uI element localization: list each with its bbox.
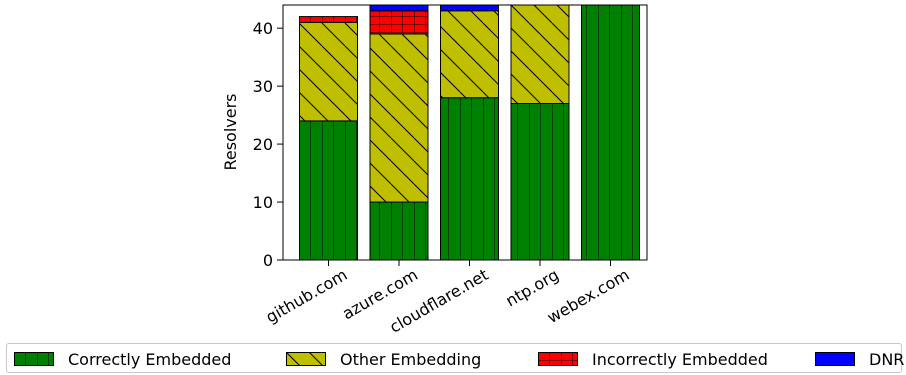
bar-hatch	[299, 120, 358, 260]
bar-segment-other-embedding-github-com	[299, 21, 358, 122]
bar-segment-dnr-cloudflare-net	[440, 4, 499, 12]
y-tick-label: 0	[263, 251, 273, 270]
legend-label: Incorrectly Embedded	[592, 349, 768, 369]
legend-item-other-embedding: Other Embedding	[286, 349, 481, 369]
bar-segment-incorrectly-embedded-azure-com	[369, 10, 429, 35]
bar-segment-correctly-embedded-github-com	[299, 120, 358, 261]
legend-swatch-correctly-embedded	[14, 352, 54, 366]
bar-segment-correctly-embedded-ntp-org	[510, 103, 570, 261]
legend-swatch-other-embedding	[286, 352, 326, 366]
bar-segment-incorrectly-embedded-github-com	[299, 16, 358, 23]
bar-hatch	[299, 22, 358, 121]
bar-hatch	[511, 5, 569, 104]
legend-label: Other Embedding	[340, 349, 482, 369]
y-tick-label: 20	[253, 135, 273, 154]
x-tick-label: ntp.org	[502, 265, 562, 310]
y-tick-label: 40	[253, 19, 273, 38]
legend-label: Correctly Embedded	[68, 349, 232, 369]
bar-segment-correctly-embedded-cloudflare-net	[440, 97, 499, 261]
y-axis-label: Resolvers	[221, 93, 240, 170]
bar-hatch	[511, 103, 569, 260]
bar-segment-correctly-embedded-webex-com	[581, 4, 640, 261]
bar-hatch	[440, 97, 499, 261]
y-tick-label: 30	[253, 77, 273, 96]
bar-fill	[369, 4, 429, 12]
bar-segment-other-embedding-azure-com	[369, 33, 429, 203]
legend-item-incorrectly-embedded: Incorrectly Embedded	[538, 349, 768, 369]
legend-swatch-incorrectly-embedded	[538, 352, 578, 366]
bar-segment-other-embedding-cloudflare-net	[440, 10, 499, 99]
bar-segment-dnr-azure-com	[369, 4, 429, 12]
y-axis: 0 10 20 30 40	[253, 19, 283, 270]
bar-hatch	[370, 33, 428, 203]
bar-hatch	[440, 10, 499, 98]
legend: Correctly Embedded Other Embedding Incor…	[6, 343, 904, 373]
plot-frame	[282, 4, 648, 261]
bar-hatch	[299, 16, 358, 23]
legend-item-dnr: DNR	[815, 349, 904, 369]
bar-segment-correctly-embedded-azure-com	[369, 201, 429, 261]
legend-item-correctly-embedded: Correctly Embedded	[14, 349, 231, 369]
bar-fill	[440, 4, 499, 12]
legend-swatch-dnr	[815, 352, 855, 366]
bar-hatch	[370, 10, 428, 34]
y-tick-label: 10	[253, 193, 273, 212]
bar-hatch	[370, 202, 428, 260]
x-tick-label: github.com	[263, 265, 351, 327]
bar-chart: 0 10 20 30 40 github.comazure.comcloudflare.…	[221, 4, 648, 337]
bar-hatch	[581, 5, 640, 260]
bar-segment-other-embedding-ntp-org	[510, 4, 570, 105]
legend-label: DNR	[869, 349, 905, 369]
bars-group	[299, 4, 640, 261]
